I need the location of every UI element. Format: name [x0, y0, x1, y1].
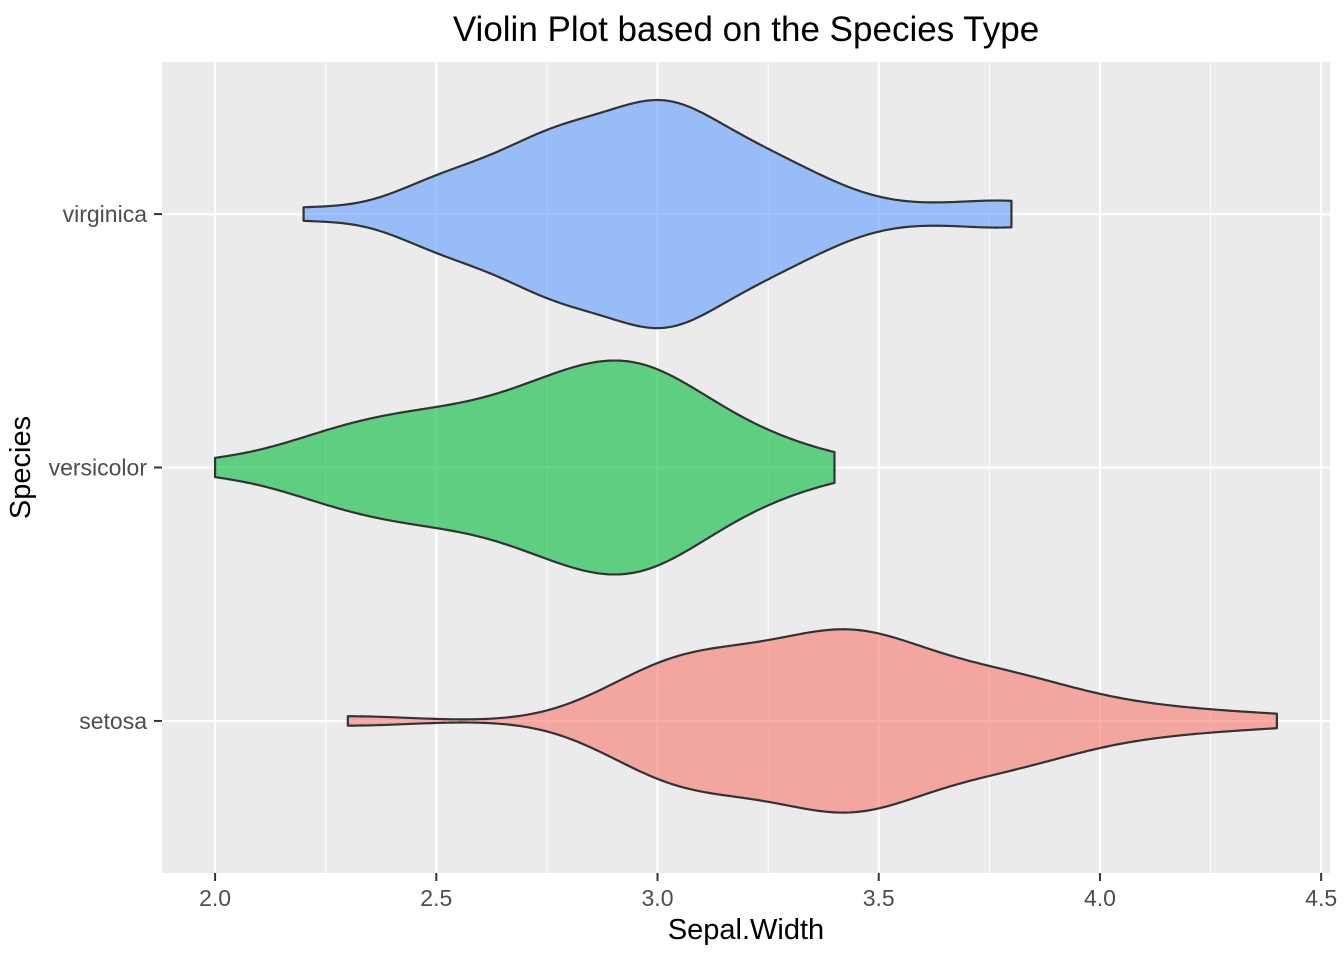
x-tick-label: 4.5	[1305, 885, 1337, 911]
y-tick-label: setosa	[79, 708, 147, 734]
violin-setosa	[346, 628, 1279, 814]
x-tick-label: 3.5	[863, 885, 895, 911]
plot-title: Violin Plot based on the Species Type	[453, 10, 1039, 49]
x-tick-label: 2.0	[199, 885, 231, 911]
violins	[213, 98, 1279, 814]
y-tick-label: virginica	[63, 201, 148, 227]
x-tick-label: 4.0	[1084, 885, 1116, 911]
x-tick-label: 3.0	[642, 885, 674, 911]
y-tick-label: versicolor	[49, 455, 148, 481]
axis-tick-labels: 2.0 2.5 3.0 3.5 4.0 4.5 setosa versicolor virgin…	[49, 201, 1338, 911]
x-tick-label: 2.5	[420, 885, 452, 911]
axis-tick-marks	[154, 213, 1323, 881]
x-axis-title: Sepal.Width	[668, 914, 824, 946]
y-axis-title: Species	[5, 416, 37, 519]
violin-virginica	[302, 98, 1013, 330]
violin-versicolor	[213, 359, 836, 576]
